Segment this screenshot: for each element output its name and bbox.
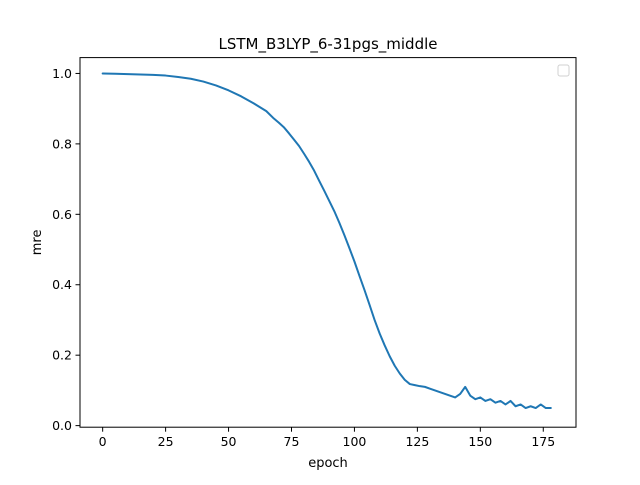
x-tick-label: 100 — [343, 434, 367, 449]
x-axis: 0 25 50 75 100 125 150 175 — [99, 427, 555, 449]
y-axis: 0.0 0.2 0.4 0.6 0.8 1.0 — [52, 66, 80, 433]
y-tick-label: 0.4 — [52, 277, 72, 292]
x-tick-label: 75 — [284, 434, 300, 449]
x-tick-label: 175 — [531, 434, 555, 449]
axes-frame — [79, 57, 577, 428]
legend-box — [557, 64, 570, 77]
x-tick-label: 150 — [468, 434, 492, 449]
x-axis-label: epoch — [308, 456, 348, 471]
chart-title: LSTM_B3LYP_6-31pgs_middle — [218, 35, 437, 54]
y-tick-label: 1.0 — [52, 66, 72, 81]
y-tick-label: 0.6 — [52, 207, 72, 222]
series-line-0 — [101, 72, 552, 410]
y-tick-label: 0.0 — [52, 418, 72, 433]
y-tick-label: 0.8 — [52, 136, 72, 151]
x-tick-label: 0 — [99, 434, 107, 449]
plot-area — [101, 72, 552, 410]
x-tick-label: 25 — [158, 434, 174, 449]
x-tick-label: 125 — [405, 434, 429, 449]
y-axis-label: mre — [30, 230, 45, 256]
y-tick-label: 0.2 — [52, 348, 72, 363]
x-tick-label: 50 — [221, 434, 237, 449]
